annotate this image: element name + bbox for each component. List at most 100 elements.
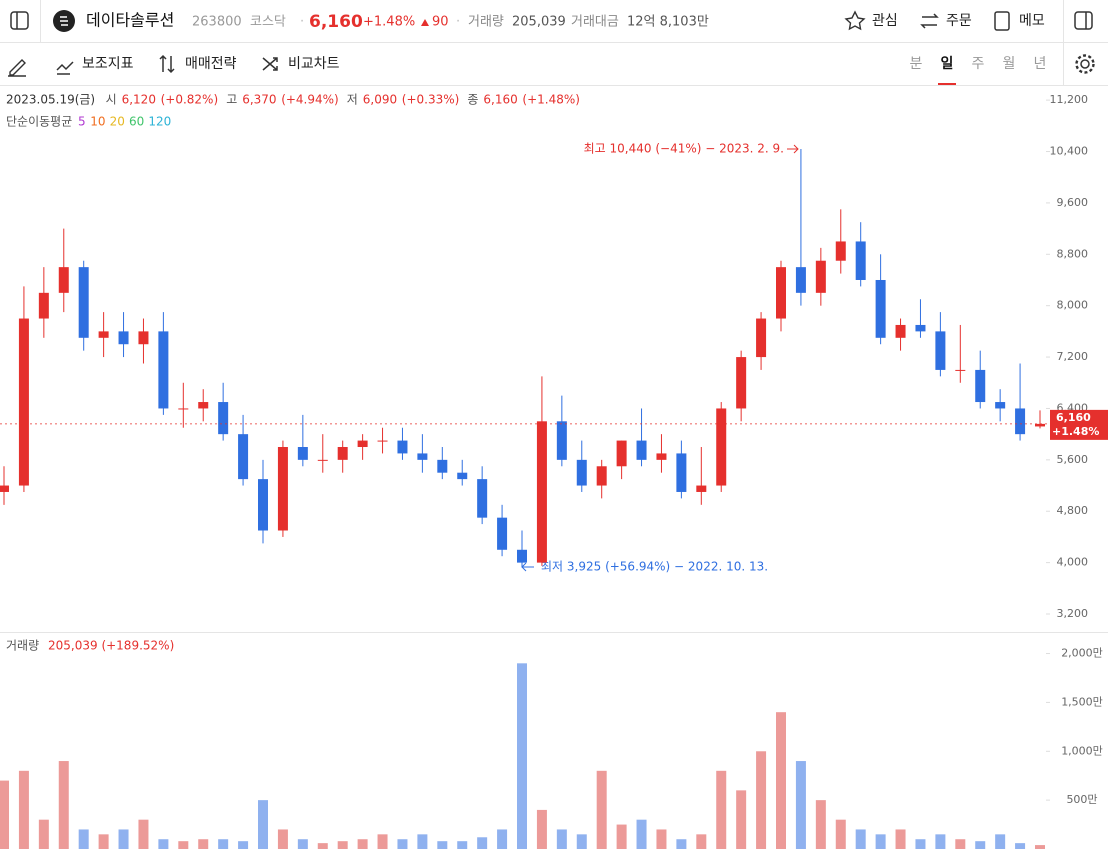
compare-icon xyxy=(262,57,278,71)
sidebar-icon[interactable] xyxy=(10,11,29,30)
volume-bar xyxy=(795,761,806,849)
candle-body xyxy=(776,267,786,319)
volume-bar xyxy=(0,780,9,849)
candle-body xyxy=(58,267,69,293)
candle-body xyxy=(158,331,169,409)
panel-icon[interactable] xyxy=(1074,11,1093,30)
y-tick-label: 7,200 xyxy=(1057,350,1089,363)
period-tab[interactable]: 월 xyxy=(1003,56,1016,72)
volume-bar xyxy=(457,841,468,849)
volume-bar xyxy=(815,800,826,849)
ma-legend-period: 60 xyxy=(129,115,144,129)
candle-body xyxy=(736,357,747,409)
volume-bar xyxy=(656,829,667,849)
volume-bar xyxy=(955,839,966,849)
price-tag-price: 6,160 xyxy=(1056,411,1091,424)
candle-body xyxy=(98,331,109,338)
y-tick-label: 11,200 xyxy=(1050,93,1089,106)
draw-icon[interactable] xyxy=(8,59,26,77)
memo-icon xyxy=(994,11,1010,31)
period-tab[interactable]: 분 xyxy=(910,56,923,72)
volume-bar xyxy=(357,839,368,849)
candle-body xyxy=(238,434,249,480)
candle-body xyxy=(1035,423,1045,427)
volume-bar xyxy=(277,829,288,849)
volume-bar xyxy=(78,829,89,849)
volume-bar xyxy=(975,841,986,849)
y-tick-label: 1,500만 xyxy=(1061,695,1103,708)
candle-body xyxy=(277,447,288,531)
volume-bar xyxy=(636,819,647,849)
ma-legend-period: 20 xyxy=(110,115,125,129)
high-annotation: 최고 10,440 (−41%) − 2023. 2. 9. xyxy=(584,142,784,156)
info-label: 시 xyxy=(106,93,117,107)
volume-bar xyxy=(995,834,1006,849)
volume-bar xyxy=(835,819,846,849)
volume-bar xyxy=(736,790,747,849)
tool[interactable]: 보조지표 xyxy=(82,56,134,72)
volume-legend-value: 205,039 (+189.52%) xyxy=(48,639,174,653)
period-tab[interactable]: 년 xyxy=(1034,56,1047,72)
info-value: 6,120 xyxy=(122,93,156,107)
low-annotation: 최저 3,925 (+56.94%) − 2022. 10. 13. xyxy=(541,560,768,574)
info-date: 2023.05.19(금) xyxy=(6,93,95,107)
stock-code: 263800 xyxy=(192,15,242,30)
change: 90 xyxy=(432,15,449,30)
candle-body xyxy=(417,453,428,460)
info-label: 고 xyxy=(226,93,237,107)
candle-body xyxy=(935,331,946,370)
volume-bar xyxy=(138,819,149,849)
volume-bar xyxy=(696,834,707,849)
star-icon xyxy=(844,10,866,31)
y-tick-label: 8,800 xyxy=(1057,247,1089,260)
candle-body xyxy=(297,447,308,460)
y-tick-label: 10,400 xyxy=(1050,145,1089,158)
market: 코스닥 xyxy=(250,15,286,30)
amount-label: 거래대금 xyxy=(571,15,619,30)
volume-bar xyxy=(935,834,946,849)
candle-body xyxy=(995,402,1006,409)
volume: 205,039 xyxy=(512,15,566,30)
candle-body xyxy=(835,241,846,261)
ma-legend-period: 5 xyxy=(78,115,86,129)
candle-body xyxy=(178,408,189,410)
candle-body xyxy=(138,331,149,345)
volume-bar xyxy=(58,761,69,849)
candle-body xyxy=(636,440,647,460)
candle-body xyxy=(357,440,368,448)
up-arrow xyxy=(421,19,429,26)
swap-icon xyxy=(920,13,939,29)
info-value: 6,160 xyxy=(483,93,517,107)
logo xyxy=(60,16,68,26)
candle-body xyxy=(218,402,229,435)
volume-bar xyxy=(118,829,129,849)
action[interactable]: 관심 xyxy=(872,13,898,29)
period-tab[interactable]: 주 xyxy=(972,56,985,72)
volume-bar xyxy=(576,834,587,849)
volume-bar xyxy=(1015,843,1026,849)
volume-bar xyxy=(377,834,388,849)
y-tick-label: 4,800 xyxy=(1057,504,1089,517)
period-tab[interactable]: 일 xyxy=(941,56,954,72)
volume-bar xyxy=(18,770,29,849)
volume-bar xyxy=(536,809,547,849)
volume-bar xyxy=(915,839,926,849)
volume-bar xyxy=(198,839,209,849)
candle-body xyxy=(337,447,348,460)
volume-bar xyxy=(895,829,906,849)
candle-body xyxy=(975,369,986,403)
volume-bar xyxy=(397,839,408,849)
info-label: 저 xyxy=(347,93,358,107)
ma-legend-period: 10 xyxy=(90,115,105,129)
info-label: 종 xyxy=(467,93,478,107)
action[interactable]: 메모 xyxy=(1019,13,1045,29)
indicator-icon xyxy=(56,61,74,75)
candle-body xyxy=(616,440,627,467)
y-tick-label: 9,600 xyxy=(1057,196,1089,209)
tool[interactable]: 비교차트 xyxy=(288,56,340,72)
candle-body xyxy=(477,479,488,518)
tool[interactable]: 매매전략 xyxy=(185,56,237,72)
action[interactable]: 주문 xyxy=(946,13,972,29)
settings-icon[interactable] xyxy=(1080,59,1090,69)
